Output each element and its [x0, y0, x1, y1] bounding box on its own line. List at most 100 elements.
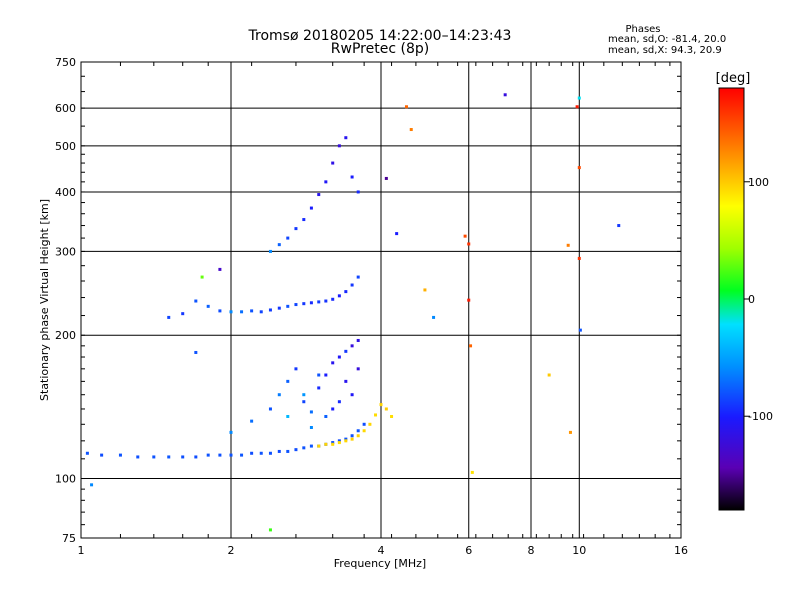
data-point: [240, 453, 244, 457]
colorbar-gradient: [718, 87, 745, 511]
data-point: [324, 180, 328, 184]
data-point: [302, 400, 306, 404]
x-tick-label: 6: [465, 544, 472, 557]
data-point: [374, 413, 378, 417]
data-point: [85, 451, 89, 455]
data-point: [337, 294, 341, 298]
data-point: [547, 373, 551, 377]
data-point: [324, 299, 328, 303]
data-point: [503, 93, 507, 97]
data-point: [90, 483, 94, 487]
data-point: [324, 414, 328, 418]
data-point: [337, 144, 341, 148]
data-point: [100, 453, 104, 457]
x-tick-label: 1: [78, 544, 85, 557]
x-axis-label: Frequency [MHz]: [334, 557, 426, 570]
data-point: [277, 393, 281, 397]
data-point: [344, 439, 348, 443]
data-point: [277, 449, 281, 453]
data-point: [356, 275, 360, 279]
y-tick-label: 400: [55, 186, 76, 199]
data-point: [194, 299, 198, 303]
y-tick-labels: 75 100 200 300 400 500 600 750: [55, 56, 76, 545]
plot-area: 1 2 4 6 8 10 16 75 100 200 300 400 500 600 750: [55, 56, 688, 557]
data-point: [350, 175, 354, 179]
data-point: [344, 136, 348, 140]
data-point: [218, 453, 222, 457]
data-point: [268, 407, 272, 411]
data-point: [350, 344, 354, 348]
data-point: [384, 176, 388, 180]
data-point: [250, 451, 254, 455]
data-point: [337, 355, 341, 359]
y-tick-label: 100: [55, 473, 76, 486]
data-point: [362, 422, 366, 426]
data-point: [286, 414, 290, 418]
data-point: [302, 446, 306, 450]
data-point: [331, 361, 335, 365]
data-point: [286, 304, 290, 308]
data-point: [118, 453, 122, 457]
grid-lines: [81, 62, 681, 538]
data-point: [331, 441, 335, 445]
y-tick-label: 200: [55, 329, 76, 342]
data-point: [294, 448, 298, 452]
data-point: [309, 410, 313, 414]
data-point: [577, 256, 581, 260]
data-point: [578, 328, 582, 332]
data-point: [368, 422, 372, 426]
data-point: [277, 306, 281, 310]
data-point: [294, 227, 298, 231]
data-point: [566, 243, 570, 247]
data-point: [337, 439, 341, 443]
data-point: [577, 166, 581, 170]
data-point: [463, 234, 467, 238]
y-axis-label: Stationary phase Virtual Height [km]: [38, 199, 51, 401]
data-point: [356, 429, 360, 433]
data-point: [317, 386, 321, 390]
data-point: [350, 434, 354, 438]
chart-subtitle: RwPretec (8p): [331, 41, 429, 57]
data-point: [362, 429, 366, 433]
data-point: [309, 444, 313, 448]
data-point: [337, 400, 341, 404]
chart-title: Tromsø 20180205 14:22:00–14:23:43: [248, 28, 512, 44]
data-point: [286, 449, 290, 453]
data-point: [302, 218, 306, 222]
data-point: [250, 309, 254, 313]
data-point: [181, 455, 185, 459]
colorbar: [deg] 100 0 -100: [716, 71, 773, 511]
data-point: [409, 128, 413, 132]
data-point: [356, 338, 360, 342]
data-point: [356, 367, 360, 371]
data-point: [404, 105, 408, 109]
data-point: [331, 297, 335, 301]
data-point: [181, 312, 185, 316]
x-tick-labels: 1 2 4 6 8 10 16: [78, 544, 689, 557]
data-point: [337, 441, 341, 445]
data-point: [206, 304, 210, 308]
data-point: [218, 309, 222, 313]
data-point: [577, 96, 581, 100]
data-point: [395, 232, 399, 236]
data-point: [575, 105, 579, 109]
data-point: [469, 344, 473, 348]
data-point: [617, 224, 621, 228]
data-point: [467, 242, 471, 246]
x-tick-label: 4: [378, 544, 385, 557]
data-point: [324, 373, 328, 377]
data-point: [277, 243, 281, 247]
colorbar-tick-label: 0: [748, 293, 755, 306]
data-point: [259, 451, 263, 455]
data-point: [384, 407, 388, 411]
x-tick-label: 2: [228, 544, 235, 557]
data-point: [200, 275, 204, 279]
data-point: [331, 442, 335, 446]
data-point: [268, 528, 272, 532]
y-tick-label: 300: [55, 245, 76, 258]
data-point: [331, 407, 335, 411]
data-point: [229, 453, 233, 457]
data-point: [423, 288, 427, 292]
phases-box-title: Phases: [625, 24, 660, 35]
x-tick-label: 16: [674, 544, 688, 557]
